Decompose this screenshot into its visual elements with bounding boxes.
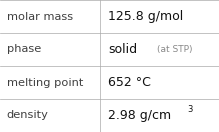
Text: melting point: melting point: [7, 77, 83, 88]
Text: 652 °C: 652 °C: [108, 76, 151, 89]
Text: 3: 3: [187, 105, 193, 114]
Text: phase: phase: [7, 44, 41, 55]
Text: molar mass: molar mass: [7, 11, 73, 22]
Text: 125.8 g/mol: 125.8 g/mol: [108, 10, 184, 23]
Text: 2.98 g/cm: 2.98 g/cm: [108, 109, 171, 122]
Text: (at STP): (at STP): [157, 45, 192, 54]
Text: solid: solid: [108, 43, 138, 56]
Text: density: density: [7, 110, 48, 121]
